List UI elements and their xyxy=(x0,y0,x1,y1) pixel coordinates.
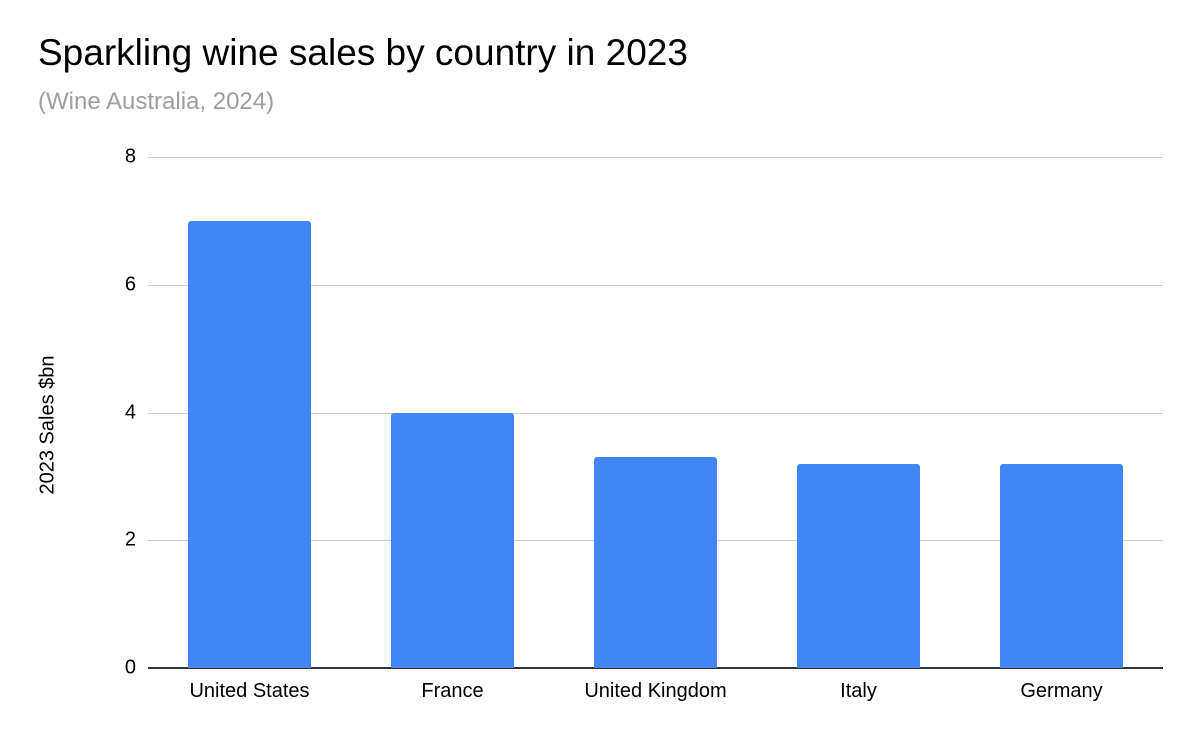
x-axis-line xyxy=(148,667,1163,669)
chart-subtitle: (Wine Australia, 2024) xyxy=(38,88,275,115)
y-tick-label: 4 xyxy=(124,401,136,423)
x-tick-label: Italy xyxy=(840,680,877,702)
gridline xyxy=(148,284,1163,286)
bar-france[interactable] xyxy=(391,412,514,668)
x-tick-label: United Kingdom xyxy=(584,680,727,702)
x-tick-label: Germany xyxy=(1020,680,1103,702)
bar-italy[interactable] xyxy=(797,463,920,668)
y-tick-label: 8 xyxy=(124,145,136,168)
gridline xyxy=(148,157,1163,158)
gridline xyxy=(148,412,1163,414)
bar-united-states[interactable] xyxy=(188,220,311,668)
plot-area xyxy=(148,157,1163,669)
y-tick-label: 0 xyxy=(124,656,136,679)
y-tick-label: 2 xyxy=(124,528,136,551)
x-tick-label: France xyxy=(421,680,484,702)
y-tick-label: 6 xyxy=(124,273,136,296)
y-axis-label: 2023 Sales $bn xyxy=(36,355,59,495)
bar-germany[interactable] xyxy=(1000,463,1123,668)
chart-title: Sparkling wine sales by country in 2023 xyxy=(38,32,688,73)
x-tick-label: United States xyxy=(189,680,310,702)
bar-united-kingdom[interactable] xyxy=(594,457,717,668)
